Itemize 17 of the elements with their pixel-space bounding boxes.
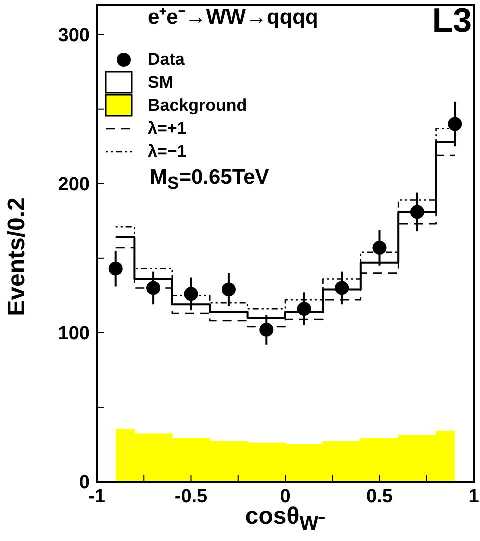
- x-tick-label: 0.5: [366, 486, 394, 508]
- legend-label: λ=−1: [148, 142, 187, 162]
- x-tick-label: 1: [468, 486, 480, 508]
- x-tick-label: -1: [88, 486, 106, 508]
- y-tick-label: 0: [79, 472, 90, 494]
- legend-label: λ=+1: [148, 118, 187, 138]
- y-axis-title: Events/0.2: [3, 198, 31, 316]
- legend-label: Data: [148, 50, 185, 70]
- annotation: M$_{S}$=0.65TeV: [150, 166, 270, 194]
- legend-label: Background: [148, 96, 248, 116]
- x-tick-label: -0.5: [174, 486, 208, 508]
- y-tick-label: 100: [58, 324, 90, 345]
- y-tick-label: 300: [58, 26, 90, 47]
- legend-label: SM: [148, 72, 174, 92]
- y-tick-label: 200: [58, 174, 90, 196]
- annotation: L3: [432, 2, 472, 41]
- chart-title: e⁺e⁻→WW→qqqq: [148, 5, 318, 30]
